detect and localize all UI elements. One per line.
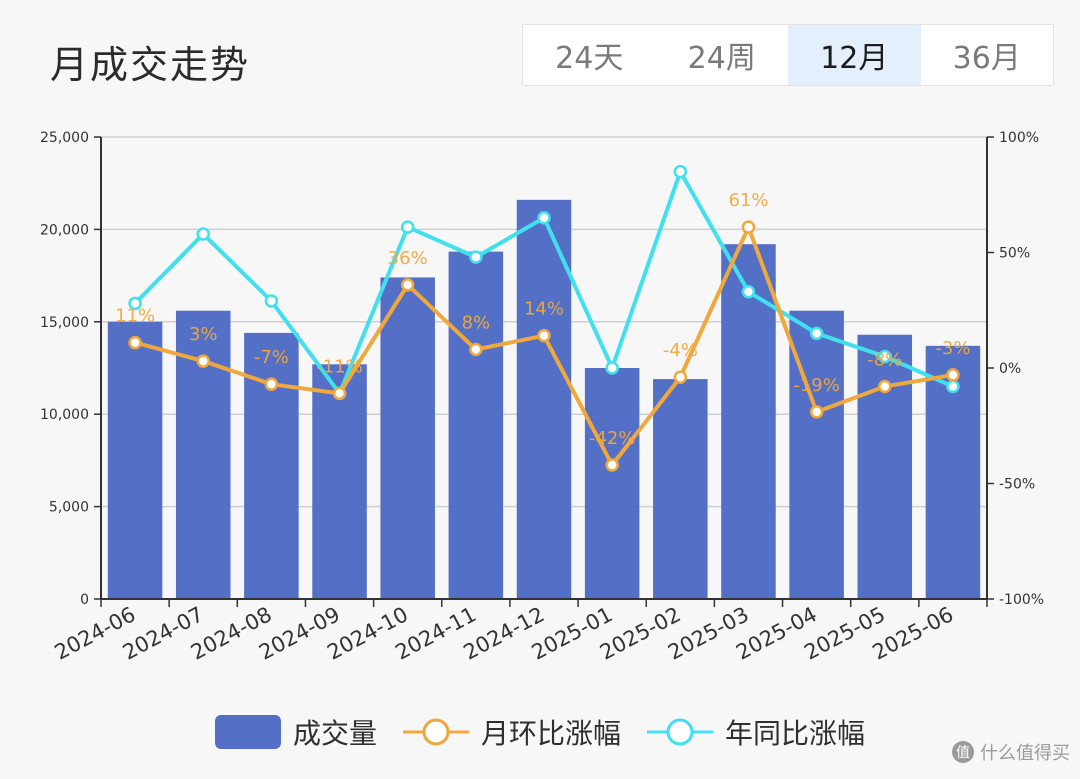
mom-data-label: -11% [316, 356, 363, 377]
mom-point[interactable] [809, 405, 824, 419]
tab-24-weeks[interactable]: 24周 [687, 41, 756, 76]
legend-bar-swatch [214, 715, 281, 749]
bar-volume[interactable] [312, 364, 367, 599]
legend-label-yoy: 年同比涨幅 [725, 717, 866, 750]
yoy-point[interactable] [469, 250, 483, 264]
yoy-point[interactable] [128, 296, 142, 311]
right-axis-tick-label: -50% [999, 477, 1035, 493]
legend-mom-line-icon [402, 718, 469, 746]
yoy-point[interactable] [809, 326, 824, 341]
yoy-point[interactable] [946, 379, 960, 394]
tab-24-days[interactable]: 24天 [555, 41, 624, 76]
mom-point[interactable] [537, 328, 551, 343]
legend-item-yoy[interactable]: 年同比涨幅 [647, 712, 865, 752]
left-axis-tick-label: 25,000 [40, 130, 89, 146]
mom-point[interactable] [878, 379, 892, 394]
left-axis-tick-label: 20,000 [40, 222, 89, 238]
chart-legend: 成交量 月环比涨幅 年同比涨幅 [0, 712, 1080, 752]
mom-point[interactable] [741, 220, 756, 234]
mom-point[interactable] [400, 278, 415, 292]
tab-12-months[interactable]: 12月 [788, 25, 921, 85]
mom-data-label: -19% [793, 375, 840, 396]
left-axis-tick-label: 15,000 [40, 315, 89, 331]
yoy-point[interactable] [264, 294, 279, 308]
mom-data-label: 36% [388, 248, 428, 269]
legend-item-mom[interactable]: 月环比涨幅 [402, 712, 621, 752]
tab-36-months[interactable]: 36月 [952, 41, 1021, 76]
mom-data-label: -7% [254, 347, 289, 368]
left-axis-tick-label: 5,000 [49, 500, 89, 516]
monthly-trend-chart: 0 5,000 10,000 15,000 20,000 25,000 -100% -50% 0… [40, 130, 1044, 665]
yoy-point[interactable] [400, 220, 415, 234]
watermark-logo-icon: 值 [952, 741, 974, 763]
bar-volume[interactable] [516, 199, 572, 599]
left-axis-tick-label: 0 [80, 592, 89, 608]
yoy-point[interactable] [537, 211, 551, 225]
mom-point[interactable] [605, 458, 619, 472]
mom-point[interactable] [264, 377, 279, 391]
bar-volume[interactable] [244, 332, 299, 599]
mom-data-label: 61% [728, 190, 768, 211]
yoy-point[interactable] [673, 164, 688, 179]
right-axis-tick-label: -100% [999, 592, 1044, 608]
mom-point[interactable] [469, 342, 483, 357]
yoy-point[interactable] [741, 285, 756, 299]
time-range-tabs: 24天 24周 12月 36月 [522, 24, 1054, 86]
mom-data-label: -4% [663, 340, 698, 361]
legend-label-mom: 月环比涨幅 [480, 717, 621, 750]
mom-data-label: 8% [462, 313, 491, 334]
yoy-point[interactable] [878, 349, 892, 364]
watermark: 值 什么值得买 [952, 739, 1070, 765]
mom-data-label: -8% [867, 349, 902, 370]
right-axis-tick-label: 50% [999, 246, 1030, 262]
left-axis-tick-label: 10,000 [40, 407, 89, 423]
right-axis-tick-label: 0% [999, 361, 1021, 377]
watermark-text: 什么值得买 [980, 743, 1070, 764]
legend-item-volume[interactable]: 成交量 [214, 712, 377, 752]
mom-data-label: 3% [189, 324, 218, 345]
mom-data-label: -3% [935, 338, 970, 359]
mom-point[interactable] [128, 335, 142, 350]
page-title: 月成交走势 [50, 43, 251, 87]
bar-volume[interactable] [107, 321, 163, 599]
mom-point[interactable] [332, 386, 347, 401]
mom-point[interactable] [196, 354, 210, 368]
bar-volume[interactable] [857, 334, 913, 599]
mom-data-label: 11% [115, 306, 155, 327]
mom-data-label: 14% [524, 299, 564, 320]
bar-volume[interactable] [653, 379, 708, 599]
mom-point[interactable] [946, 368, 960, 382]
legend-label-volume: 成交量 [292, 717, 377, 750]
yoy-point[interactable] [196, 227, 210, 241]
bar-volume[interactable] [380, 277, 435, 599]
legend-yoy-line-icon [647, 718, 713, 746]
bar-volume[interactable] [448, 251, 504, 600]
bar-volume[interactable] [789, 310, 844, 599]
mom-data-label: -42% [589, 428, 636, 449]
yoy-point[interactable] [605, 361, 619, 375]
bar-volume[interactable] [584, 368, 640, 599]
mom-point[interactable] [673, 370, 688, 384]
right-axis-tick-label: 100% [999, 130, 1039, 146]
